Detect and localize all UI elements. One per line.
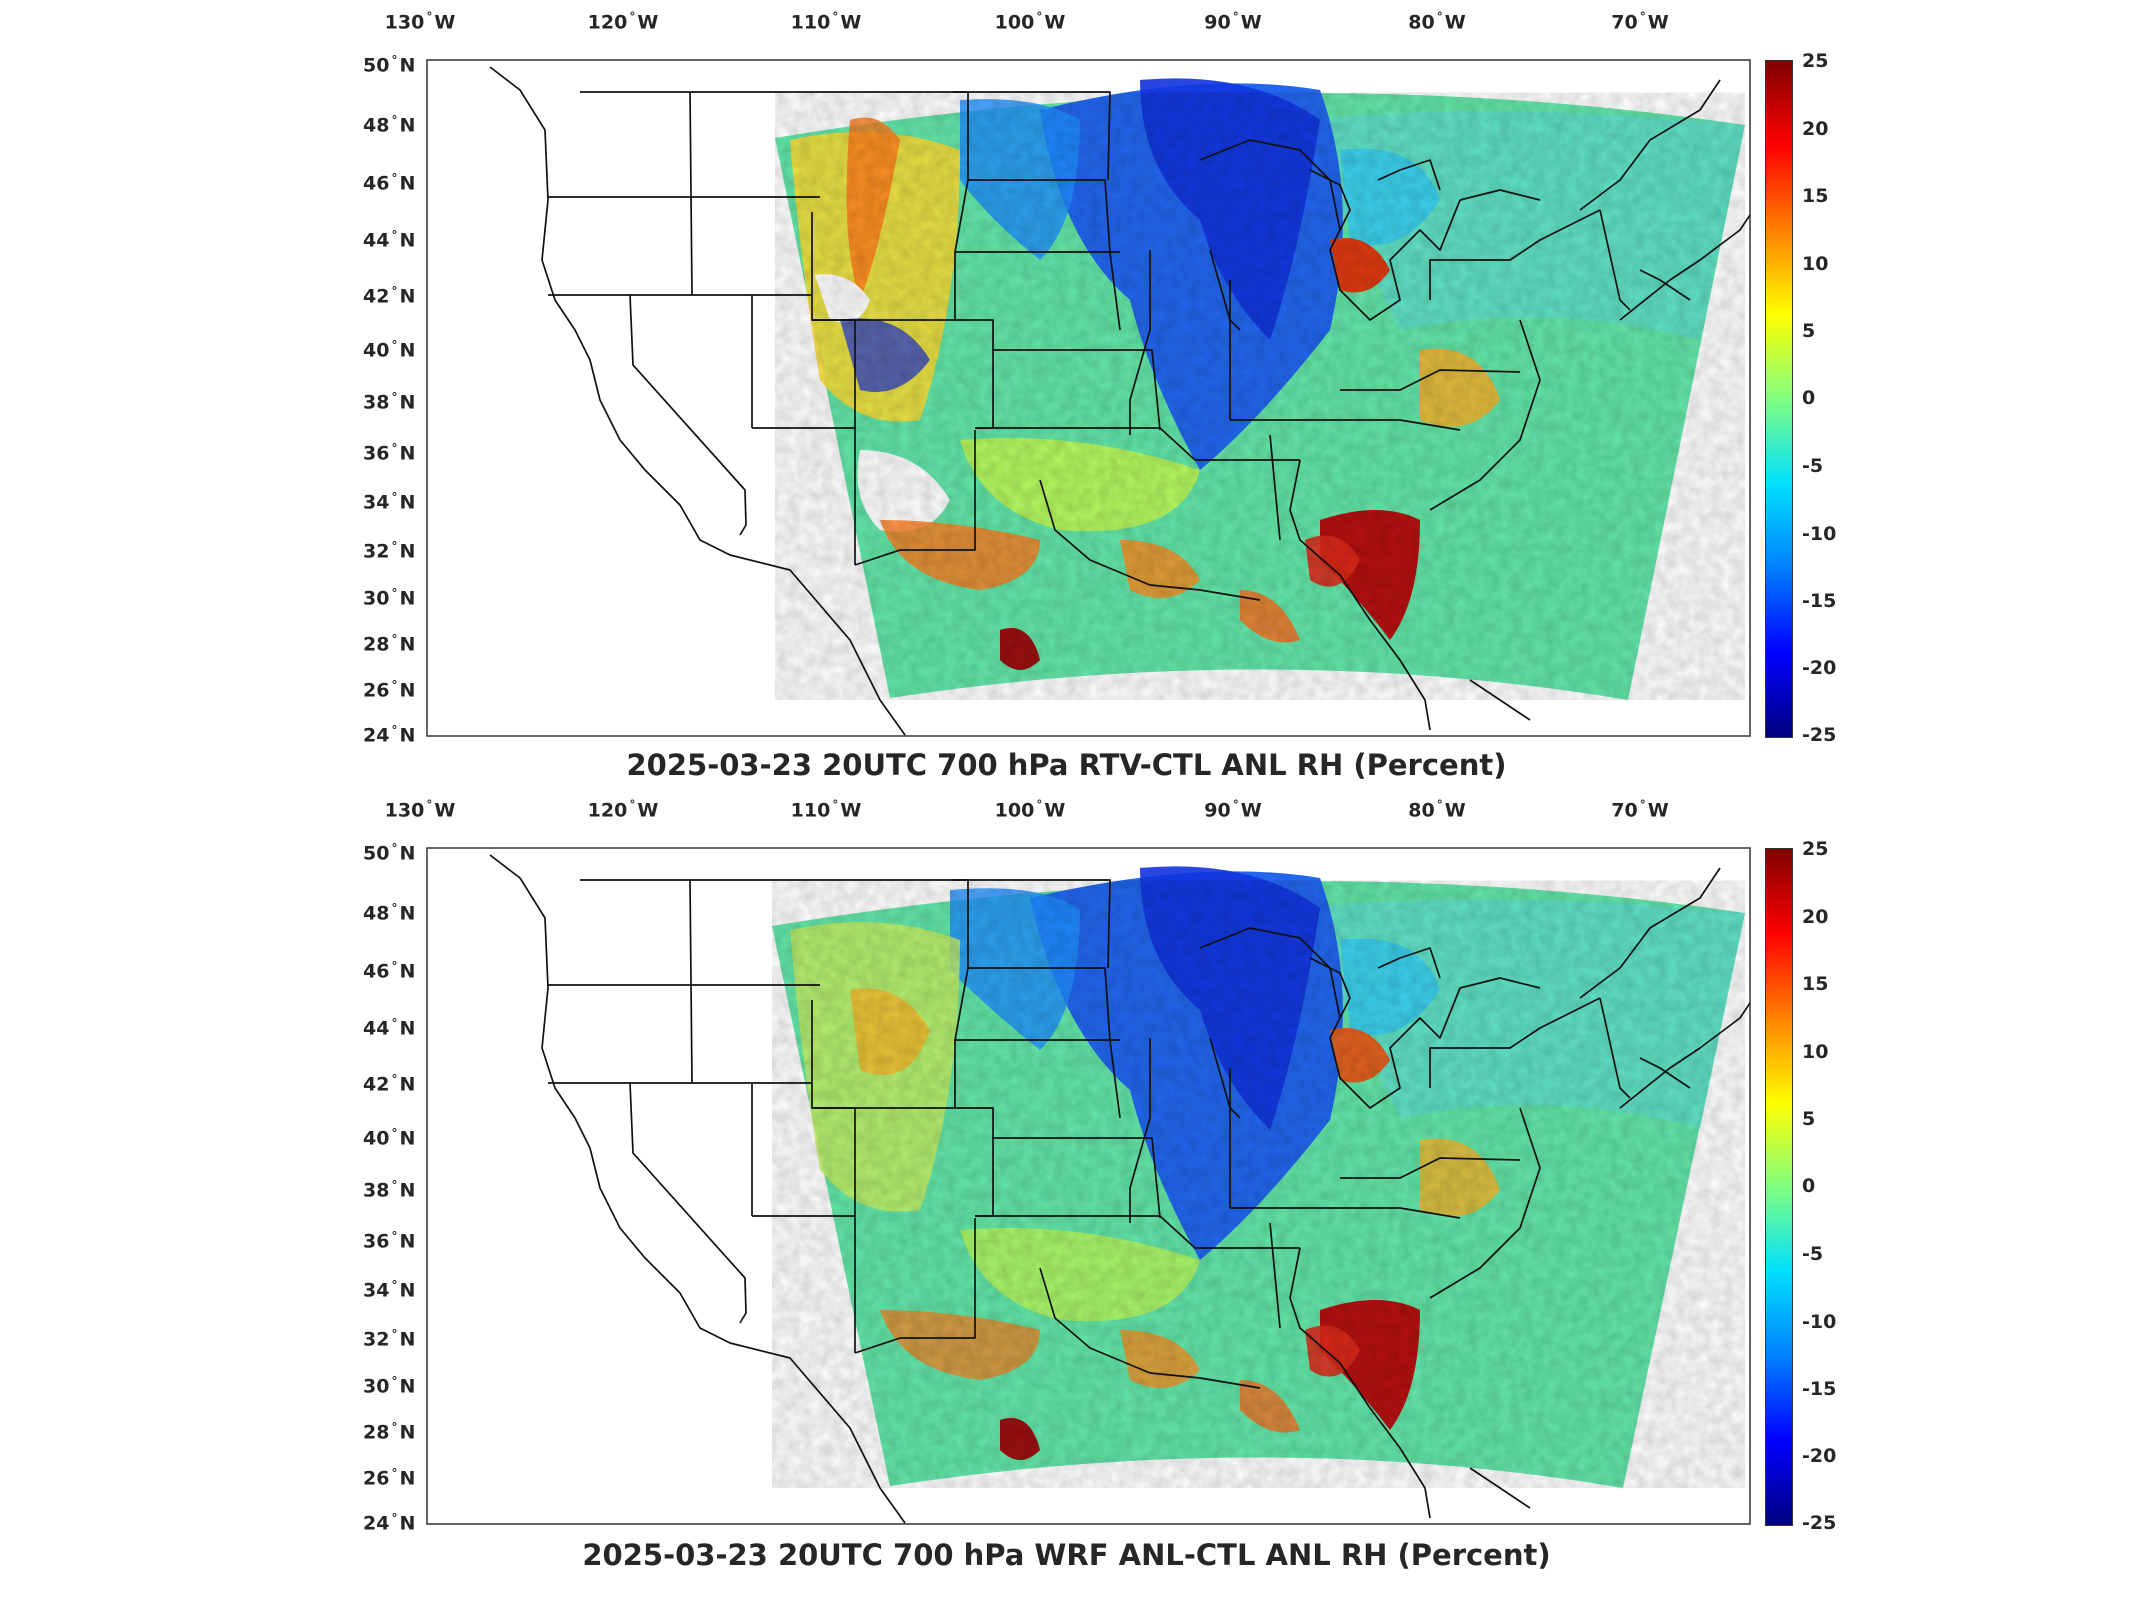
colorbar-tick: -5	[1802, 455, 1824, 477]
map-panel-top: 130 ° W 120 ° W 110 ° W 100 ° W 90 ° W 80 ° W 70 ° W 5…	[363, 10, 1837, 782]
lat-label: 48 ° N	[363, 901, 416, 925]
lon-label: 80 ° W	[1408, 798, 1466, 822]
lat-label: 42 ° N	[363, 1072, 416, 1096]
map-figure	[426, 847, 1751, 1525]
map-title: 2025-03-23 20UTC 700 hPa WRF ANL-CTL ANL…	[582, 1538, 1551, 1572]
lon-label: 100 ° W	[994, 798, 1066, 822]
colorbar-tick: -25	[1802, 724, 1837, 746]
lat-label: 26 ° N	[363, 1466, 416, 1490]
lat-label: 28 ° N	[363, 632, 416, 656]
colorbar-tick: 20	[1802, 118, 1829, 140]
map-panel-bottom: 130 ° W 120 ° W 110 ° W 100 ° W 90 ° W 80 ° W 70 ° W 5…	[0, 790, 2133, 1590]
colorbar-tick: 20	[1802, 906, 1829, 928]
lat-label: 44 ° N	[363, 1016, 416, 1040]
map-figure	[426, 59, 1751, 737]
lat-label: 30 ° N	[363, 586, 416, 610]
map-title: 2025-03-23 20UTC 700 hPa RTV-CTL ANL RH …	[626, 748, 1507, 782]
colorbar-tick: -20	[1802, 657, 1837, 679]
lat-label: 42 ° N	[363, 284, 416, 308]
lon-label: 120 ° W	[587, 10, 659, 34]
colorbar-tick: -15	[1802, 590, 1837, 612]
colorbar	[1765, 60, 1793, 738]
colorbar-tick: -10	[1802, 1311, 1837, 1333]
lon-label: 100 ° W	[994, 10, 1066, 34]
lat-label: 36 ° N	[363, 441, 416, 465]
colorbar-tick: 15	[1802, 185, 1829, 207]
lat-label: 34 ° N	[363, 490, 416, 514]
colorbar-tick: 10	[1802, 1041, 1829, 1063]
lon-label: 110 ° W	[790, 798, 862, 822]
colorbar	[1765, 848, 1793, 1526]
lat-label: 24 ° N	[363, 1511, 416, 1535]
colorbar-tick: -10	[1802, 523, 1837, 545]
colorbar-tick: 0	[1802, 387, 1816, 409]
colorbar-tick: -5	[1802, 1243, 1824, 1265]
lat-label: 38 ° N	[363, 1178, 416, 1202]
colorbar-tick: 25	[1802, 838, 1829, 860]
lat-label: 44 ° N	[363, 228, 416, 252]
lat-label: 48 ° N	[363, 113, 416, 137]
lon-label: 90 ° W	[1204, 10, 1262, 34]
colorbar-tick: 15	[1802, 973, 1829, 995]
colorbar-tick: 5	[1802, 320, 1816, 342]
colorbar-tick: 5	[1802, 1108, 1816, 1130]
lat-label: 34 ° N	[363, 1278, 416, 1302]
colorbar-tick: -15	[1802, 1378, 1837, 1400]
lat-label: 50 ° N	[363, 53, 416, 77]
lon-label: 130 ° W	[384, 798, 456, 822]
lat-label: 46 ° N	[363, 171, 416, 195]
colorbar-tick: 10	[1802, 253, 1829, 275]
lon-label: 90 ° W	[1204, 798, 1262, 822]
colorbar-tick: 0	[1802, 1175, 1816, 1197]
lon-label: 130 ° W	[384, 10, 456, 34]
coastline-and-borders	[489, 854, 1750, 1524]
lat-label: 24 ° N	[363, 723, 416, 747]
lat-label: 40 ° N	[363, 338, 416, 362]
lat-label: 32 ° N	[363, 539, 416, 563]
lon-label: 70 ° W	[1611, 10, 1669, 34]
lat-label: 46 ° N	[363, 959, 416, 983]
coastline-and-borders	[489, 66, 1750, 736]
colorbar-tick: -25	[1802, 1512, 1837, 1534]
lat-label: 26 ° N	[363, 678, 416, 702]
lat-label: 38 ° N	[363, 390, 416, 414]
colorbar-tick: 25	[1802, 50, 1829, 72]
lon-label: 80 ° W	[1408, 10, 1466, 34]
lat-label: 30 ° N	[363, 1374, 416, 1398]
lon-label: 70 ° W	[1611, 798, 1669, 822]
lat-label: 32 ° N	[363, 1327, 416, 1351]
lat-label: 28 ° N	[363, 1420, 416, 1444]
lat-label: 50 ° N	[363, 841, 416, 865]
lat-label: 36 ° N	[363, 1229, 416, 1253]
lon-label: 120 ° W	[587, 798, 659, 822]
lon-label: 110 ° W	[790, 10, 862, 34]
colorbar-tick: -20	[1802, 1445, 1837, 1467]
lat-label: 40 ° N	[363, 1126, 416, 1150]
